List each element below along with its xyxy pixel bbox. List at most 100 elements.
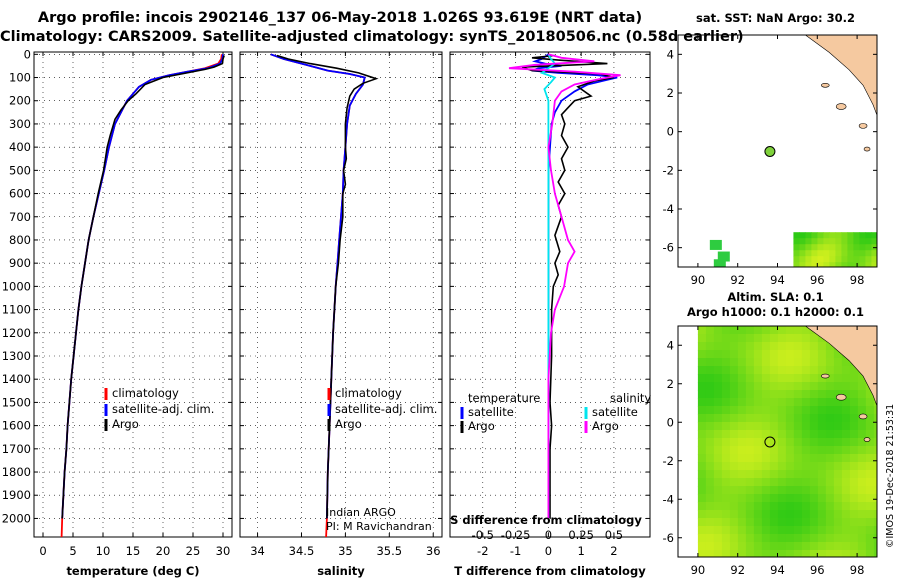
sst-cell — [841, 262, 848, 267]
sla-cell — [729, 422, 739, 431]
sla-cell — [793, 542, 803, 551]
sla-cell — [729, 454, 739, 463]
sla-cell — [849, 478, 859, 487]
map-x-tick-label: 90 — [691, 563, 706, 577]
sla-cell — [705, 358, 715, 367]
sla-cell — [849, 550, 859, 557]
sla-cell — [873, 454, 877, 463]
sla-cell — [721, 358, 731, 367]
sla-cell — [769, 518, 779, 527]
sla-cell — [761, 326, 771, 335]
sla-cell — [833, 550, 843, 557]
sla-cell — [761, 486, 771, 495]
sla-cell — [729, 334, 739, 343]
sla-cell — [729, 510, 739, 519]
sla-cell — [825, 518, 835, 527]
sla-cell — [817, 478, 827, 487]
sst-cell — [847, 256, 854, 263]
sla-cell — [713, 358, 723, 367]
sla-cell — [713, 478, 723, 487]
sst-cell — [823, 262, 830, 267]
sla-cell — [865, 550, 875, 557]
sla-cell — [697, 374, 707, 383]
x-tick-label: 5 — [69, 544, 76, 558]
sla-cell — [809, 422, 819, 431]
sla-cell — [729, 518, 739, 527]
sla-cell — [697, 486, 707, 495]
sla-cell — [761, 454, 771, 463]
sla-cell — [705, 390, 715, 399]
sla-cell — [865, 542, 875, 551]
sla-cell — [825, 406, 835, 415]
sla-cell — [769, 350, 779, 359]
sla-cell — [721, 390, 731, 399]
sla-cell — [769, 550, 779, 557]
sla-cell — [745, 462, 755, 471]
float-position-marker — [764, 436, 776, 448]
sla-cell — [769, 334, 779, 343]
sla-cell — [721, 454, 731, 463]
sla-cell — [737, 462, 747, 471]
land-sumatra — [804, 35, 877, 117]
sla-cell — [705, 438, 715, 447]
sla-cell — [817, 414, 827, 423]
sla-cell — [745, 478, 755, 487]
sla-cell — [841, 414, 851, 423]
legend-label: satellite-adj. clim. — [335, 402, 437, 416]
secondary-tick-label: -0.5 — [472, 528, 494, 542]
sla-cell — [833, 422, 843, 431]
sla-cell — [745, 550, 755, 557]
sla-cell — [841, 534, 851, 543]
sla-cell — [833, 406, 843, 415]
x-axis-label-temperature: temperature (deg C) — [66, 564, 199, 578]
sla-cell — [769, 326, 779, 335]
sla-cell — [753, 534, 763, 543]
sst-cell — [713, 259, 726, 267]
sla-cell — [753, 334, 763, 343]
sla-cell — [729, 366, 739, 375]
sla-cell — [833, 374, 843, 383]
sla-cell — [873, 462, 877, 471]
sla-cell — [793, 326, 803, 335]
sla-cell — [729, 406, 739, 415]
sla-cell — [697, 358, 707, 367]
sla-cell — [801, 486, 811, 495]
sst-cell — [823, 238, 830, 245]
sla-cell — [753, 366, 763, 375]
sla-cell — [809, 350, 819, 359]
sla-cell — [777, 430, 787, 439]
sla-cell — [761, 510, 771, 519]
sla-cell — [705, 398, 715, 407]
sla-cell — [697, 430, 707, 439]
sla-cell — [705, 342, 715, 351]
x-tick-label: 20 — [156, 544, 171, 558]
sla-cell — [761, 398, 771, 407]
sla-cell — [809, 534, 819, 543]
sst-cell — [805, 262, 812, 267]
sla-cell — [721, 486, 731, 495]
sst-cell — [823, 244, 830, 251]
x-axis-label-difference: T difference from climatology — [454, 564, 646, 578]
sla-cell — [865, 478, 875, 487]
sst-cell — [829, 244, 836, 251]
sla-cell — [817, 462, 827, 471]
sla-cell — [761, 414, 771, 423]
sla-cell — [761, 494, 771, 503]
y-tick-label: 1800 — [2, 465, 31, 479]
sla-cell — [873, 422, 877, 431]
sla-cell — [817, 342, 827, 351]
sla-cell — [849, 366, 859, 375]
sla-cell — [705, 366, 715, 375]
sst-cell — [865, 262, 872, 267]
sla-cell — [841, 550, 851, 557]
sla-cell — [793, 422, 803, 431]
sla-cell — [777, 550, 787, 557]
sla-cell — [721, 462, 731, 471]
map-title-sst_map: sat. SST: NaN Argo: 30.2 — [696, 11, 855, 25]
sst-cell — [847, 262, 854, 267]
sla-cell — [761, 406, 771, 415]
sla-cell — [785, 350, 795, 359]
sla-cell — [833, 494, 843, 503]
sla-cell — [825, 446, 835, 455]
sla-cell — [729, 502, 739, 511]
